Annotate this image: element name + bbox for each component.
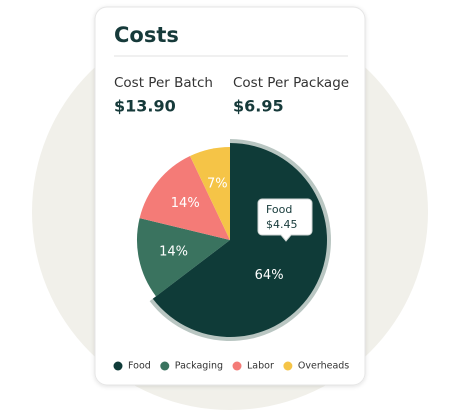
legend-label: Labor — [247, 361, 274, 372]
slice — [190, 147, 230, 240]
legend-swatch — [232, 361, 242, 371]
legend: Food Packaging Labor Overheads — [113, 361, 349, 372]
metric-label: Cost Per Batch — [114, 75, 213, 91]
legend-label: Overheads — [298, 361, 349, 372]
card-title: Costs — [114, 23, 179, 47]
legend-label: Food — [128, 361, 151, 372]
slice-label: 64% — [255, 268, 284, 283]
pie-chart: 64% 14% 14% 7% — [137, 139, 332, 341]
tooltip-box — [257, 198, 313, 242]
legend-label: Packaging — [175, 361, 223, 372]
legend-swatch — [113, 361, 123, 371]
metric-value: $6.95 — [233, 97, 284, 116]
legend-swatch — [283, 361, 293, 371]
legend-swatch — [160, 361, 170, 371]
tooltip: Food $4.45 — [257, 198, 313, 242]
slice — [137, 218, 230, 297]
slice — [152, 143, 327, 337]
metric-label: Cost Per Package — [233, 75, 349, 91]
slice-label: 7% — [207, 176, 228, 191]
slice-label: 14% — [171, 196, 200, 211]
slice — [139, 156, 230, 240]
tooltip-label: Food — [266, 203, 292, 216]
slice-label: 14% — [159, 244, 188, 259]
tooltip-value: $4.45 — [266, 218, 298, 231]
metric-value: $13.90 — [114, 97, 176, 116]
